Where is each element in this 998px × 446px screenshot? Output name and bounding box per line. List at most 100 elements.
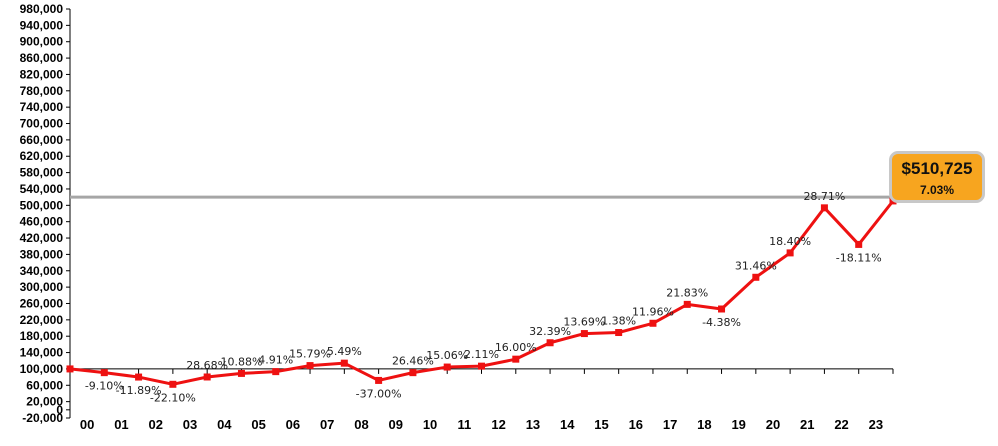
data-label: -11.89% (116, 384, 162, 397)
y-tick-label: 220,000 (20, 313, 64, 327)
data-label: 28.71% (803, 190, 845, 203)
y-tick-label: 60,000 (26, 378, 63, 392)
data-label: -9.10% (85, 380, 124, 393)
data-point-marker (375, 376, 383, 384)
data-label: 2.11% (464, 348, 499, 361)
y-tick-label: 620,000 (20, 149, 64, 163)
x-tick-label: 07 (320, 417, 334, 432)
y-tick-label: 540,000 (20, 182, 64, 196)
data-label: 4.91% (258, 354, 293, 367)
x-tick-label: 09 (389, 417, 403, 432)
data-point-marker (237, 369, 245, 377)
data-point-marker (786, 249, 794, 257)
data-point-marker (66, 365, 74, 373)
x-tick-label: 16 (629, 417, 643, 432)
y-tick-label: 860,000 (20, 51, 64, 65)
data-point-marker (512, 355, 520, 363)
data-label: 13.69% (563, 316, 605, 329)
x-tick-label: 21 (800, 417, 814, 432)
x-tick-label: 10 (423, 417, 437, 432)
data-label: 26.46% (392, 355, 434, 368)
y-tick-label: 940,000 (20, 18, 64, 32)
y-tick-label: 260,000 (20, 296, 64, 310)
data-label: -18.11% (836, 251, 882, 264)
x-tick-label: 02 (148, 417, 162, 432)
x-tick-label: 06 (286, 417, 300, 432)
data-label: 32.39% (529, 325, 571, 338)
data-point-marker (203, 373, 211, 381)
data-point-marker (169, 380, 177, 388)
x-tick-label: 17 (663, 417, 677, 432)
data-label: 31.46% (735, 259, 777, 272)
y-tick-label: 820,000 (20, 67, 64, 81)
x-tick-label: 19 (731, 417, 745, 432)
data-point-marker (478, 362, 485, 370)
y-tick-label: 100,000 (20, 362, 64, 376)
data-point-marker (340, 359, 348, 367)
data-label: 1.38% (601, 315, 636, 328)
x-tick-label: 11 (457, 417, 471, 432)
y-tick-label: 900,000 (20, 35, 64, 49)
data-point-marker (615, 329, 623, 337)
final-value-callout: $510,725 7.03% (889, 151, 985, 203)
y-tick-label: 340,000 (20, 264, 64, 278)
data-point-marker (306, 362, 314, 370)
data-label: 10.88% (220, 355, 262, 368)
y-tick-label: 420,000 (20, 231, 64, 245)
x-tick-label: 15 (594, 417, 608, 432)
x-tick-label: 23 (869, 417, 883, 432)
data-point-marker (683, 300, 691, 308)
data-point-marker (443, 363, 451, 371)
y-tick-label: 580,000 (20, 166, 64, 180)
x-tick-label: 20 (766, 417, 780, 432)
y-tick-label: 0 (56, 403, 63, 417)
y-tick-label: 300,000 (20, 280, 64, 294)
y-tick-label: 380,000 (20, 247, 64, 261)
data-label: 15.06% (426, 349, 468, 362)
data-label: 18.40% (769, 235, 811, 248)
x-tick-label: 14 (560, 417, 575, 432)
y-tick-label: 460,000 (20, 215, 64, 229)
data-point-marker (649, 319, 657, 327)
callout-percent: 7.03% (919, 183, 955, 197)
data-label: 21.83% (666, 286, 708, 299)
x-tick-label: 12 (491, 417, 505, 432)
y-tick-label: 660,000 (20, 133, 64, 147)
data-point-marker (100, 369, 108, 377)
y-tick-label: 140,000 (20, 346, 64, 360)
y-tick-label: 20,000 (26, 395, 63, 409)
x-tick-label: 13 (526, 417, 540, 432)
x-tick-label: 22 (834, 417, 848, 432)
data-label: 15.79% (289, 348, 331, 361)
data-label: 28.68% (186, 359, 228, 372)
data-label: 16.00% (495, 341, 537, 354)
data-point-marker (820, 204, 828, 212)
y-tick-label: 740,000 (20, 100, 64, 114)
data-point-marker (546, 339, 554, 347)
data-point-marker (409, 369, 417, 377)
data-labels-group: -9.10%-11.89%-22.10%28.68%10.88%4.91%15.… (85, 190, 882, 404)
x-tick-label: 03 (183, 417, 197, 432)
data-label: 5.49% (327, 345, 362, 358)
y-tick-label: 500,000 (20, 198, 64, 212)
data-label: 11.96% (632, 305, 674, 318)
x-tick-label: 05 (251, 417, 265, 432)
y-tick-label: 780,000 (20, 84, 64, 98)
x-tick-label: 00 (80, 417, 94, 432)
data-point-marker (718, 305, 726, 313)
data-label: -37.00% (356, 387, 402, 400)
x-tick-label: 01 (114, 417, 128, 432)
x-tick-label: 04 (217, 417, 232, 432)
callout-value: $510,725 (901, 159, 973, 178)
data-label: -4.38% (702, 316, 741, 329)
y-tick-label: 180,000 (20, 329, 64, 343)
data-point-marker (272, 368, 280, 376)
y-tick-label: -20,000 (22, 411, 63, 425)
y-tick-label: 980,000 (20, 2, 64, 16)
y-tick-label: 700,000 (20, 117, 64, 131)
series-group (66, 197, 897, 388)
data-point-marker (135, 373, 143, 381)
x-tick-label: 18 (697, 417, 711, 432)
